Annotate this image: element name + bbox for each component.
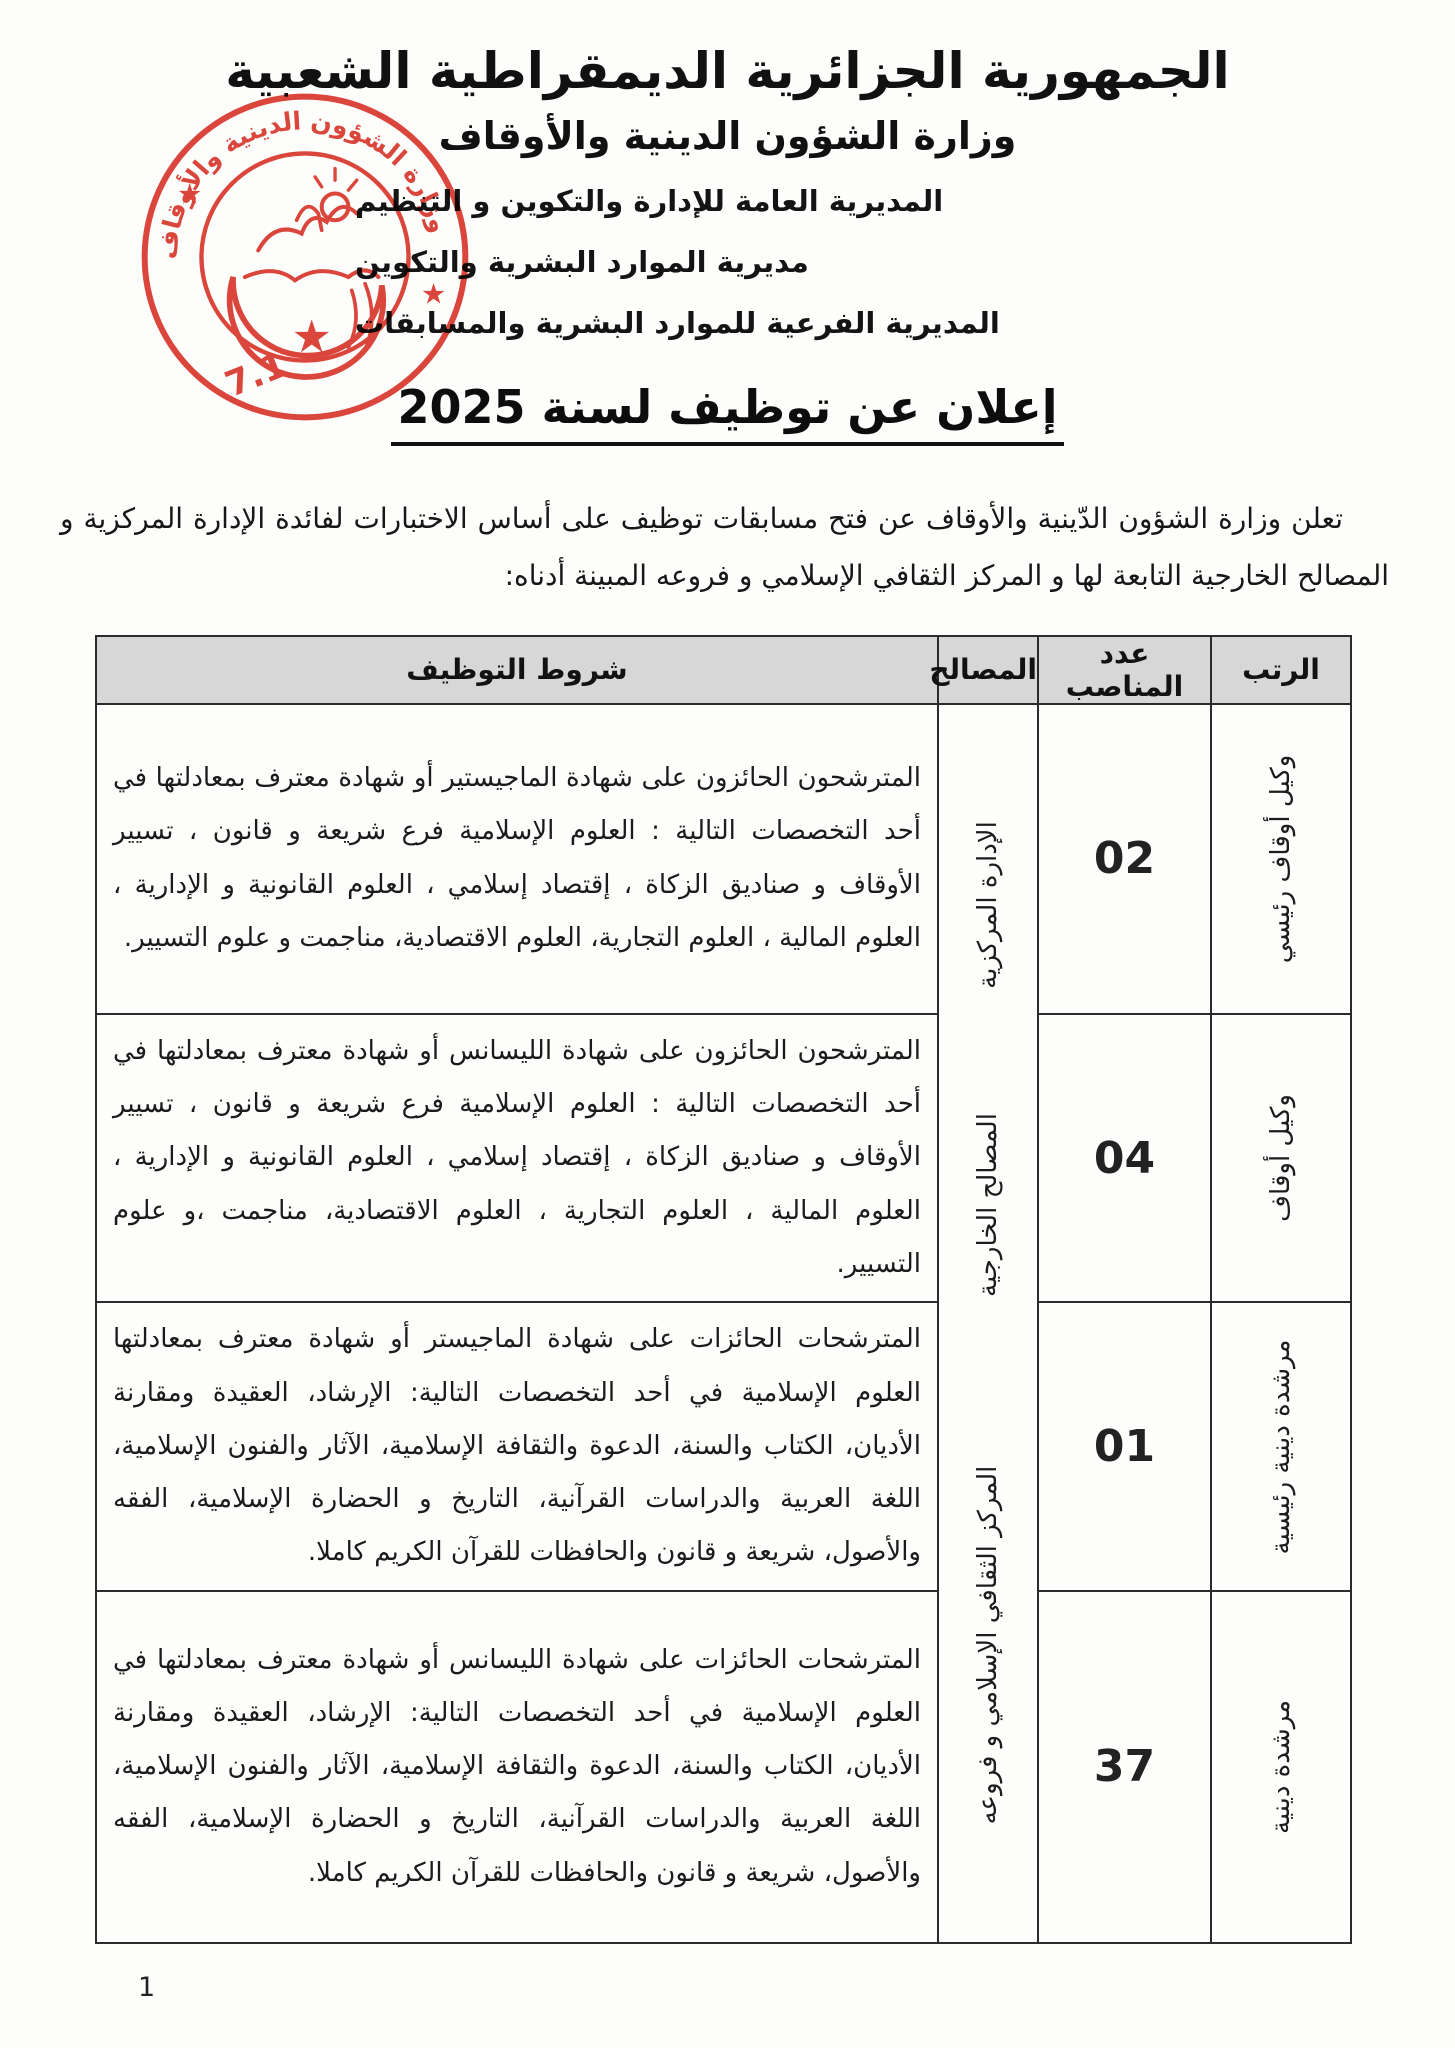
positions-count: 04 — [1037, 1012, 1212, 1304]
header-positions: عدد المناصب — [1037, 634, 1212, 705]
service-central-administration: الإدارة المركزية — [973, 820, 1003, 989]
conditions-text: المترشحات الحائزات على شهادة الليسانس أو… — [95, 1589, 939, 1944]
official-stamp: وزارة الشؤون الدينية والأوقاف ★ ★ ★ 7.1 — [141, 93, 469, 421]
conditions-text: المترشحون الحائزون على شهادة الليسانس أو… — [95, 1012, 939, 1304]
rank-label: وكيل أوقاف رئيسي — [1266, 754, 1296, 964]
table-row: وكيل أوقاف رئيسي 02 الإدارة المركزية الم… — [95, 702, 1352, 1944]
rank-cell: مرشدة دينية رئيسية — [1210, 1301, 1352, 1592]
header-conditions: شروط التوظيف — [95, 634, 939, 705]
stamp-emblem — [226, 166, 387, 380]
header-rank: الرتب — [1210, 634, 1352, 705]
rank-cell: مرشدة دينية — [1210, 1589, 1352, 1944]
rank-cell: وكيل أوقاف رئيسي — [1210, 702, 1352, 1015]
republic-title: الجمهورية الجزائرية الديمقراطية الشعبية — [225, 42, 1230, 100]
ministry-title: وزارة الشؤون الدينية والأوقاف — [438, 114, 1017, 158]
directorate-hr-training: مديرية الموارد البشرية والتكوين — [355, 245, 809, 279]
rank-cell: وكيل أوقاف — [1210, 1012, 1352, 1304]
table-row: مرشدة دينية 37 المترشحات الحائزات على شه… — [95, 1589, 1352, 1944]
stamp-star-left-icon: ★ — [177, 178, 202, 211]
positions-count: 37 — [1037, 1589, 1212, 1944]
stamp-star-right-icon: ★ — [421, 278, 446, 311]
conditions-text: المترشحون الحائزون على شهادة الماجيستير … — [95, 702, 939, 1015]
rank-label: مرشدة دينية رئيسية — [1266, 1339, 1296, 1554]
stamp-inner-ring — [199, 151, 411, 363]
document-header: الجمهورية الجزائرية الديمقراطية الشعبية … — [0, 0, 1455, 158]
rank-label: وكيل أوقاف — [1266, 1094, 1296, 1222]
services-merged-cell: الإدارة المركزية المصالح الخارجية المركز… — [937, 702, 1039, 1944]
directorate-sub-hr-competitions: المديرية الفرعية للموارد البشرية والمساب… — [355, 306, 1000, 340]
directorate-general: المديرية العامة للإدارة والتكوين و التنظ… — [355, 184, 944, 218]
table-header-row: الرتب عدد المناصب المصالح شروط التوظيف — [95, 634, 1352, 705]
stamp-outer-ring — [141, 93, 469, 421]
table-row: وكيل أوقاف 04 المترشحون الحائزون على شها… — [95, 1012, 1352, 1304]
service-external-services: المصالح الخارجية — [973, 1112, 1003, 1297]
conditions-text: المترشحات الحائزات على شهادة الماجيستر أ… — [95, 1301, 939, 1592]
page-number: 1 — [138, 1972, 156, 2003]
header-services: المصالح — [929, 634, 1039, 705]
intro-paragraph: تعلن وزارة الشؤون الدّينية والأوقاف عن ف… — [60, 502, 1389, 593]
service-islamic-cultural-center: المركز الثقافي الإسلامي و فروعه — [973, 1465, 1003, 1825]
stamp-crescent-star-icon: ★ — [291, 310, 331, 363]
directorate-lines: المديرية العامة للإدارة والتكوين و التنظ… — [0, 184, 1455, 340]
table-row: مرشدة دينية رئيسية 01 المترشحات الحائزات… — [95, 1301, 1352, 1592]
announcement-title: إعلان عن توظيف لسنة 2025 — [391, 380, 1064, 446]
rank-label: مرشدة دينية — [1266, 1699, 1296, 1834]
positions-count: 02 — [1037, 702, 1212, 1015]
positions-count: 01 — [1037, 1301, 1212, 1592]
recruitment-table: الرتب عدد المناصب المصالح شروط التوظيف و… — [95, 634, 1352, 1944]
